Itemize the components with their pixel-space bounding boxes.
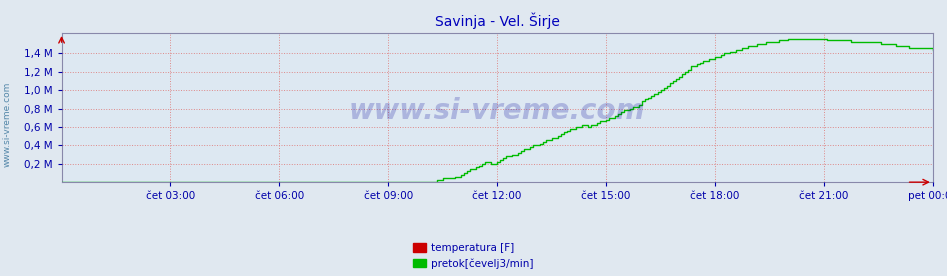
Text: www.si-vreme.com: www.si-vreme.com: [3, 81, 12, 167]
Legend: temperatura [F], pretok[čevelj3/min]: temperatura [F], pretok[čevelj3/min]: [411, 241, 536, 271]
Text: www.si-vreme.com: www.si-vreme.com: [348, 97, 646, 125]
Title: Savinja - Vel. Širje: Savinja - Vel. Širje: [435, 13, 560, 29]
